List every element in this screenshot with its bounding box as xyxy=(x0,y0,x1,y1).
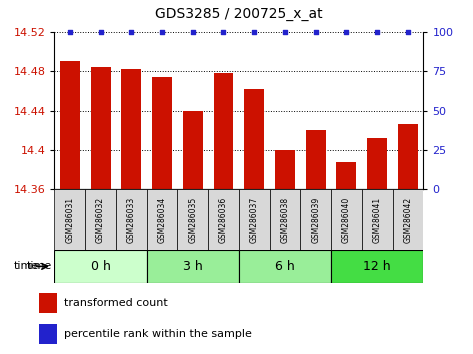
Text: 6 h: 6 h xyxy=(275,260,295,273)
FancyBboxPatch shape xyxy=(54,189,85,250)
Text: GSM286036: GSM286036 xyxy=(219,196,228,242)
FancyBboxPatch shape xyxy=(239,250,331,283)
Text: GSM286035: GSM286035 xyxy=(188,196,197,242)
Bar xyxy=(39,324,57,344)
Text: 12 h: 12 h xyxy=(363,260,391,273)
Text: GDS3285 / 200725_x_at: GDS3285 / 200725_x_at xyxy=(155,7,323,21)
Text: GSM286040: GSM286040 xyxy=(342,196,351,242)
Bar xyxy=(367,138,387,189)
FancyBboxPatch shape xyxy=(362,189,393,250)
Bar xyxy=(336,162,357,189)
Point xyxy=(66,29,74,35)
FancyBboxPatch shape xyxy=(54,250,147,283)
Text: GSM286041: GSM286041 xyxy=(373,196,382,242)
FancyBboxPatch shape xyxy=(147,189,177,250)
Point xyxy=(96,29,104,35)
FancyBboxPatch shape xyxy=(300,189,331,250)
Point xyxy=(158,29,166,35)
Text: GSM286033: GSM286033 xyxy=(127,196,136,242)
Bar xyxy=(244,89,264,189)
Bar xyxy=(60,61,80,189)
FancyBboxPatch shape xyxy=(393,189,423,250)
Point xyxy=(404,29,412,35)
Bar xyxy=(90,67,111,189)
Text: 0 h: 0 h xyxy=(90,260,111,273)
Text: GSM286042: GSM286042 xyxy=(403,196,412,242)
FancyBboxPatch shape xyxy=(208,189,239,250)
Bar xyxy=(213,73,234,189)
Bar xyxy=(121,69,141,189)
Bar xyxy=(275,150,295,189)
Point xyxy=(342,29,350,35)
Text: GSM286032: GSM286032 xyxy=(96,196,105,242)
Bar xyxy=(306,130,326,189)
Point xyxy=(219,29,227,35)
FancyBboxPatch shape xyxy=(85,189,116,250)
FancyBboxPatch shape xyxy=(116,189,147,250)
Point xyxy=(312,29,320,35)
Text: GSM286038: GSM286038 xyxy=(280,196,289,242)
FancyBboxPatch shape xyxy=(270,189,300,250)
Point xyxy=(189,29,197,35)
Text: GSM286037: GSM286037 xyxy=(250,196,259,242)
Point xyxy=(251,29,258,35)
Text: percentile rank within the sample: percentile rank within the sample xyxy=(64,329,252,339)
Text: time: time xyxy=(27,261,52,272)
Bar xyxy=(152,77,172,189)
FancyBboxPatch shape xyxy=(331,250,423,283)
FancyBboxPatch shape xyxy=(177,189,208,250)
Bar xyxy=(183,110,203,189)
Text: 3 h: 3 h xyxy=(183,260,202,273)
Text: GSM286039: GSM286039 xyxy=(311,196,320,242)
FancyBboxPatch shape xyxy=(331,189,362,250)
Text: time: time xyxy=(14,261,39,272)
Text: GSM286031: GSM286031 xyxy=(65,196,74,242)
Text: transformed count: transformed count xyxy=(64,298,168,308)
Point xyxy=(128,29,135,35)
Text: GSM286034: GSM286034 xyxy=(158,196,166,242)
Point xyxy=(281,29,289,35)
FancyBboxPatch shape xyxy=(239,189,270,250)
Bar xyxy=(39,293,57,313)
Bar xyxy=(398,124,418,189)
Point xyxy=(374,29,381,35)
FancyBboxPatch shape xyxy=(147,250,239,283)
